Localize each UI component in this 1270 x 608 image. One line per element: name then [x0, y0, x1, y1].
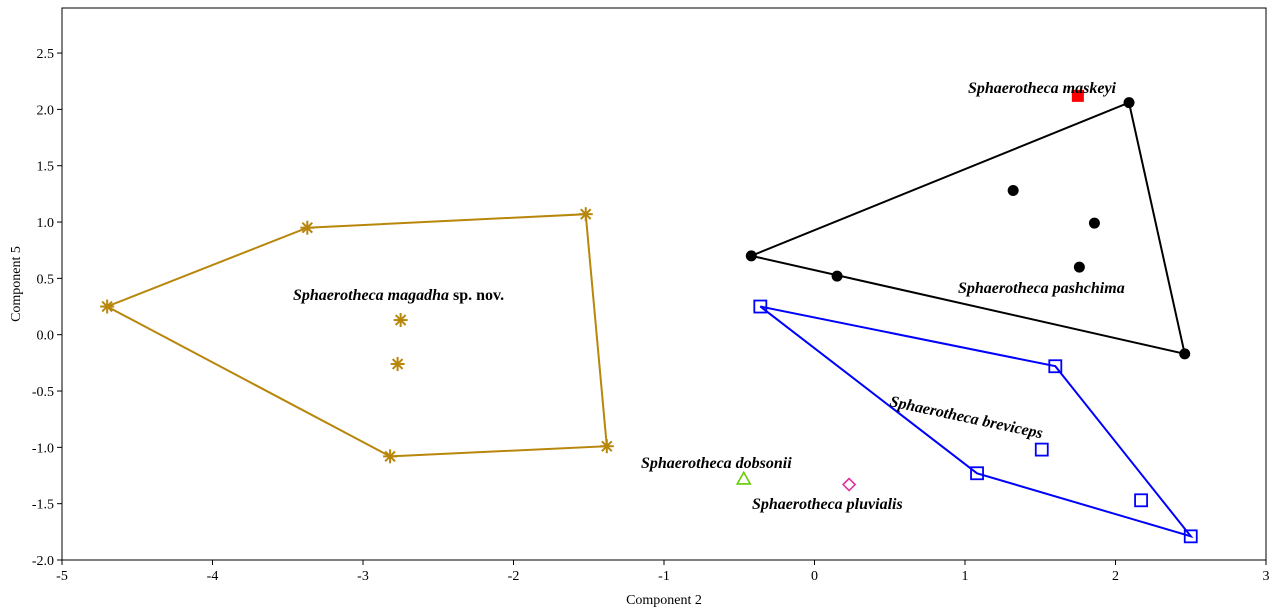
- x-tick-label: 2: [1112, 569, 1119, 584]
- point-pashchima: [1088, 217, 1100, 229]
- y-tick-label: -1.0: [32, 441, 54, 456]
- point-magadha: [390, 356, 405, 371]
- y-tick-label: 1.0: [37, 216, 55, 231]
- y-tick-label: 0.5: [37, 272, 55, 287]
- point-pluvialis: [841, 477, 857, 492]
- label-pluvialis: Sphaerotheca pluvialis: [752, 496, 903, 513]
- point-magadha: [300, 220, 315, 235]
- y-tick-label: -2.0: [32, 554, 54, 569]
- point-breviceps: [1183, 529, 1198, 544]
- x-tick-label: -1: [658, 569, 670, 584]
- x-tick-label: 0: [811, 569, 818, 584]
- point-pashchima: [745, 250, 757, 262]
- y-tick-label: -0.5: [32, 385, 54, 400]
- x-tick-label: 3: [1263, 569, 1270, 584]
- y-tick-label: 0.0: [37, 329, 55, 344]
- x-axis: -5 -4 -3 -2 -1 0 1 2 3: [56, 560, 1270, 584]
- data-points: [100, 89, 1198, 544]
- hull-breviceps: [759, 305, 1194, 539]
- label-pashchima: Sphaerotheca pashchima: [958, 280, 1125, 297]
- x-tick-label: -2: [508, 569, 520, 584]
- point-dobsonii: [735, 470, 752, 485]
- point-pashchima: [1073, 261, 1085, 273]
- point-magadha: [578, 207, 593, 222]
- x-tick-label: -5: [56, 569, 68, 584]
- label-maskeyi: Sphaerotheca maskeyi: [968, 80, 1117, 97]
- y-tick-label: -1.5: [32, 498, 54, 513]
- y-tick-label: 1.5: [37, 160, 55, 175]
- x-tick-label: 1: [962, 569, 969, 584]
- point-breviceps: [1048, 359, 1063, 374]
- convex-hulls: [104, 101, 1194, 539]
- point-breviceps: [1034, 442, 1049, 457]
- point-pashchima: [1179, 348, 1191, 360]
- point-pashchima: [1007, 184, 1019, 196]
- point-breviceps: [753, 299, 768, 314]
- x-axis-title: Component 2: [626, 593, 702, 608]
- y-axis-title: Component 5: [9, 246, 24, 322]
- x-tick-label: -3: [357, 569, 369, 584]
- point-maskeyi: [1071, 89, 1084, 102]
- hull-pashchima: [747, 101, 1187, 356]
- y-axis: -2.0 -1.5 -1.0 -0.5 0.0 0.5 1.0 1.5 2.0 2.5: [32, 47, 62, 569]
- point-magadha: [393, 313, 408, 328]
- y-tick-label: 2.0: [37, 103, 55, 118]
- point-breviceps: [970, 466, 984, 481]
- label-magadha: Sphaerotheca magadha sp. nov.: [293, 287, 504, 304]
- point-magadha: [599, 439, 614, 454]
- label-breviceps: Sphaerotheca breviceps: [888, 393, 1044, 442]
- y-tick-label: 2.5: [37, 47, 55, 62]
- x-tick-label: -4: [207, 569, 219, 584]
- point-breviceps: [1134, 493, 1148, 508]
- label-dobsonii: Sphaerotheca dobsonii: [641, 455, 792, 472]
- hull-magadha: [104, 213, 608, 458]
- point-pashchima: [831, 270, 843, 282]
- point-magadha: [100, 299, 115, 314]
- point-pashchima: [1123, 97, 1135, 109]
- point-magadha: [383, 449, 398, 464]
